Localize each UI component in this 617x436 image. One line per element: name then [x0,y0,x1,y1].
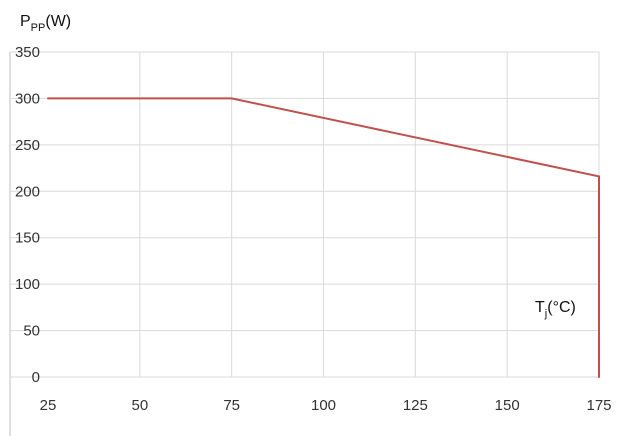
x-tick-label: 100 [311,397,336,414]
y-tick-label: 150 [15,230,40,247]
y-tick-label: 350 [15,44,40,61]
grid-lines [9,51,600,436]
series-group [47,97,600,378]
series-line [48,97,600,377]
data-point [598,175,600,178]
y-tick-label: 300 [15,90,40,107]
y-tick-label: 50 [23,323,40,340]
y-axis-label: PPP(W) [20,13,71,34]
x-tick-label: 50 [131,397,148,414]
data-point [230,97,233,100]
data-point [47,97,49,100]
x-tick-label: 75 [223,397,240,414]
x-tick-label: 150 [495,397,520,414]
x-tick-label: 175 [586,397,611,414]
y-tick-label: 100 [15,276,40,293]
y-tick-label: 250 [15,137,40,154]
x-axis-label: Tj(°C) [535,299,576,320]
y-axis-ticks: 0 50 100 150 200 250 300 350 [15,44,40,386]
x-tick-label: 125 [403,397,428,414]
data-point [598,376,600,378]
y-tick-label: 0 [32,369,40,386]
x-axis-ticks: 25 50 75 100 125 150 175 [40,397,612,414]
y-tick-label: 200 [15,183,40,200]
x-tick-label: 25 [40,397,57,414]
